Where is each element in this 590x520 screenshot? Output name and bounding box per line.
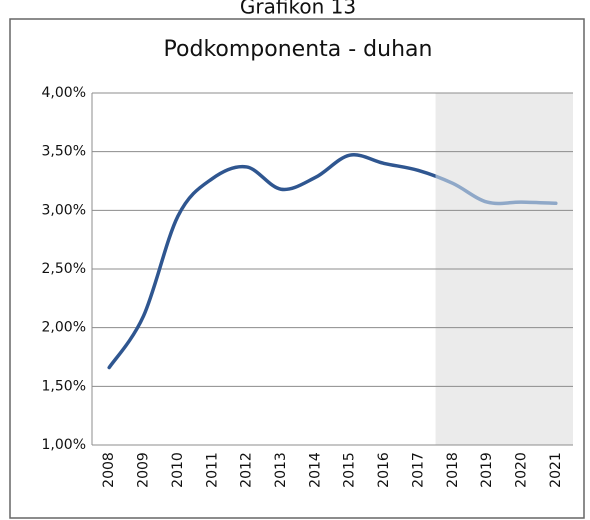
x-tick-label: 2018 bbox=[445, 452, 461, 488]
x-tick-label: 2016 bbox=[376, 452, 392, 488]
chart-title: Podkomponenta - duhan bbox=[164, 37, 433, 62]
x-tick-label: 2010 bbox=[170, 452, 186, 488]
x-tick-label: 2012 bbox=[239, 452, 255, 488]
x-tick-label: 2009 bbox=[136, 452, 152, 488]
y-tick-label: 1,00% bbox=[42, 437, 86, 453]
y-tick-label: 4,00% bbox=[42, 85, 86, 101]
x-tick-label: 2020 bbox=[513, 452, 529, 488]
y-tick-label: 1,50% bbox=[42, 378, 86, 394]
x-tick-label: 2017 bbox=[410, 452, 426, 488]
y-tick-label: 2,00% bbox=[42, 320, 86, 336]
y-tick-label: 3,00% bbox=[42, 202, 86, 218]
x-tick-label: 2019 bbox=[479, 452, 495, 488]
x-tick-label: 2014 bbox=[307, 452, 323, 488]
x-tick-label: 2013 bbox=[273, 452, 289, 488]
x-tick-label: 2011 bbox=[204, 452, 220, 488]
y-tick-label: 3,50% bbox=[42, 144, 86, 160]
line bbox=[107, 153, 558, 370]
page-title: Grafikon 13 bbox=[240, 0, 356, 19]
x-tick-label: 2008 bbox=[101, 452, 117, 488]
x-tick-label: 2021 bbox=[548, 452, 564, 488]
x-tick-label: 2015 bbox=[342, 452, 358, 488]
y-tick-label: 2,50% bbox=[42, 261, 86, 277]
